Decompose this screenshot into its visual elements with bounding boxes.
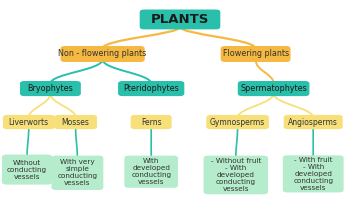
- FancyBboxPatch shape: [20, 81, 81, 96]
- Text: With very
simple
conducting
vessels: With very simple conducting vessels: [57, 159, 98, 186]
- FancyBboxPatch shape: [283, 155, 343, 192]
- FancyBboxPatch shape: [204, 156, 268, 194]
- FancyBboxPatch shape: [206, 115, 269, 129]
- Text: Angiosperms: Angiosperms: [288, 118, 338, 127]
- Text: Without
conducting
vessels: Without conducting vessels: [7, 160, 47, 179]
- Text: Spermatophytes: Spermatophytes: [240, 84, 307, 93]
- FancyBboxPatch shape: [131, 115, 172, 129]
- Text: Liverworts: Liverworts: [9, 118, 49, 127]
- FancyBboxPatch shape: [51, 156, 103, 190]
- Text: Non - flowering plants: Non - flowering plants: [58, 49, 147, 59]
- Text: With
developed
conducting
vessels: With developed conducting vessels: [131, 158, 171, 185]
- Text: Flowering plants: Flowering plants: [222, 49, 289, 59]
- FancyBboxPatch shape: [221, 46, 291, 62]
- Text: - Without fruit
- With
developed
conducting
vessels: - Without fruit - With developed conduct…: [211, 158, 261, 192]
- Text: Mosses: Mosses: [62, 118, 90, 127]
- Text: Pteridophytes: Pteridophytes: [123, 84, 179, 93]
- FancyBboxPatch shape: [60, 46, 145, 62]
- Text: - With fruit
- With
developed
conducting
vessels: - With fruit - With developed conducting…: [293, 157, 333, 191]
- Text: Ferns: Ferns: [141, 118, 162, 127]
- Text: Bryophytes: Bryophytes: [27, 84, 73, 93]
- Text: PLANTS: PLANTS: [151, 13, 209, 26]
- FancyBboxPatch shape: [284, 115, 343, 129]
- FancyBboxPatch shape: [54, 115, 97, 129]
- FancyBboxPatch shape: [125, 156, 178, 188]
- Text: Gymnosperms: Gymnosperms: [210, 118, 265, 127]
- FancyBboxPatch shape: [3, 115, 55, 129]
- FancyBboxPatch shape: [140, 10, 220, 29]
- FancyBboxPatch shape: [2, 155, 52, 184]
- FancyBboxPatch shape: [238, 81, 309, 96]
- FancyBboxPatch shape: [118, 81, 184, 96]
